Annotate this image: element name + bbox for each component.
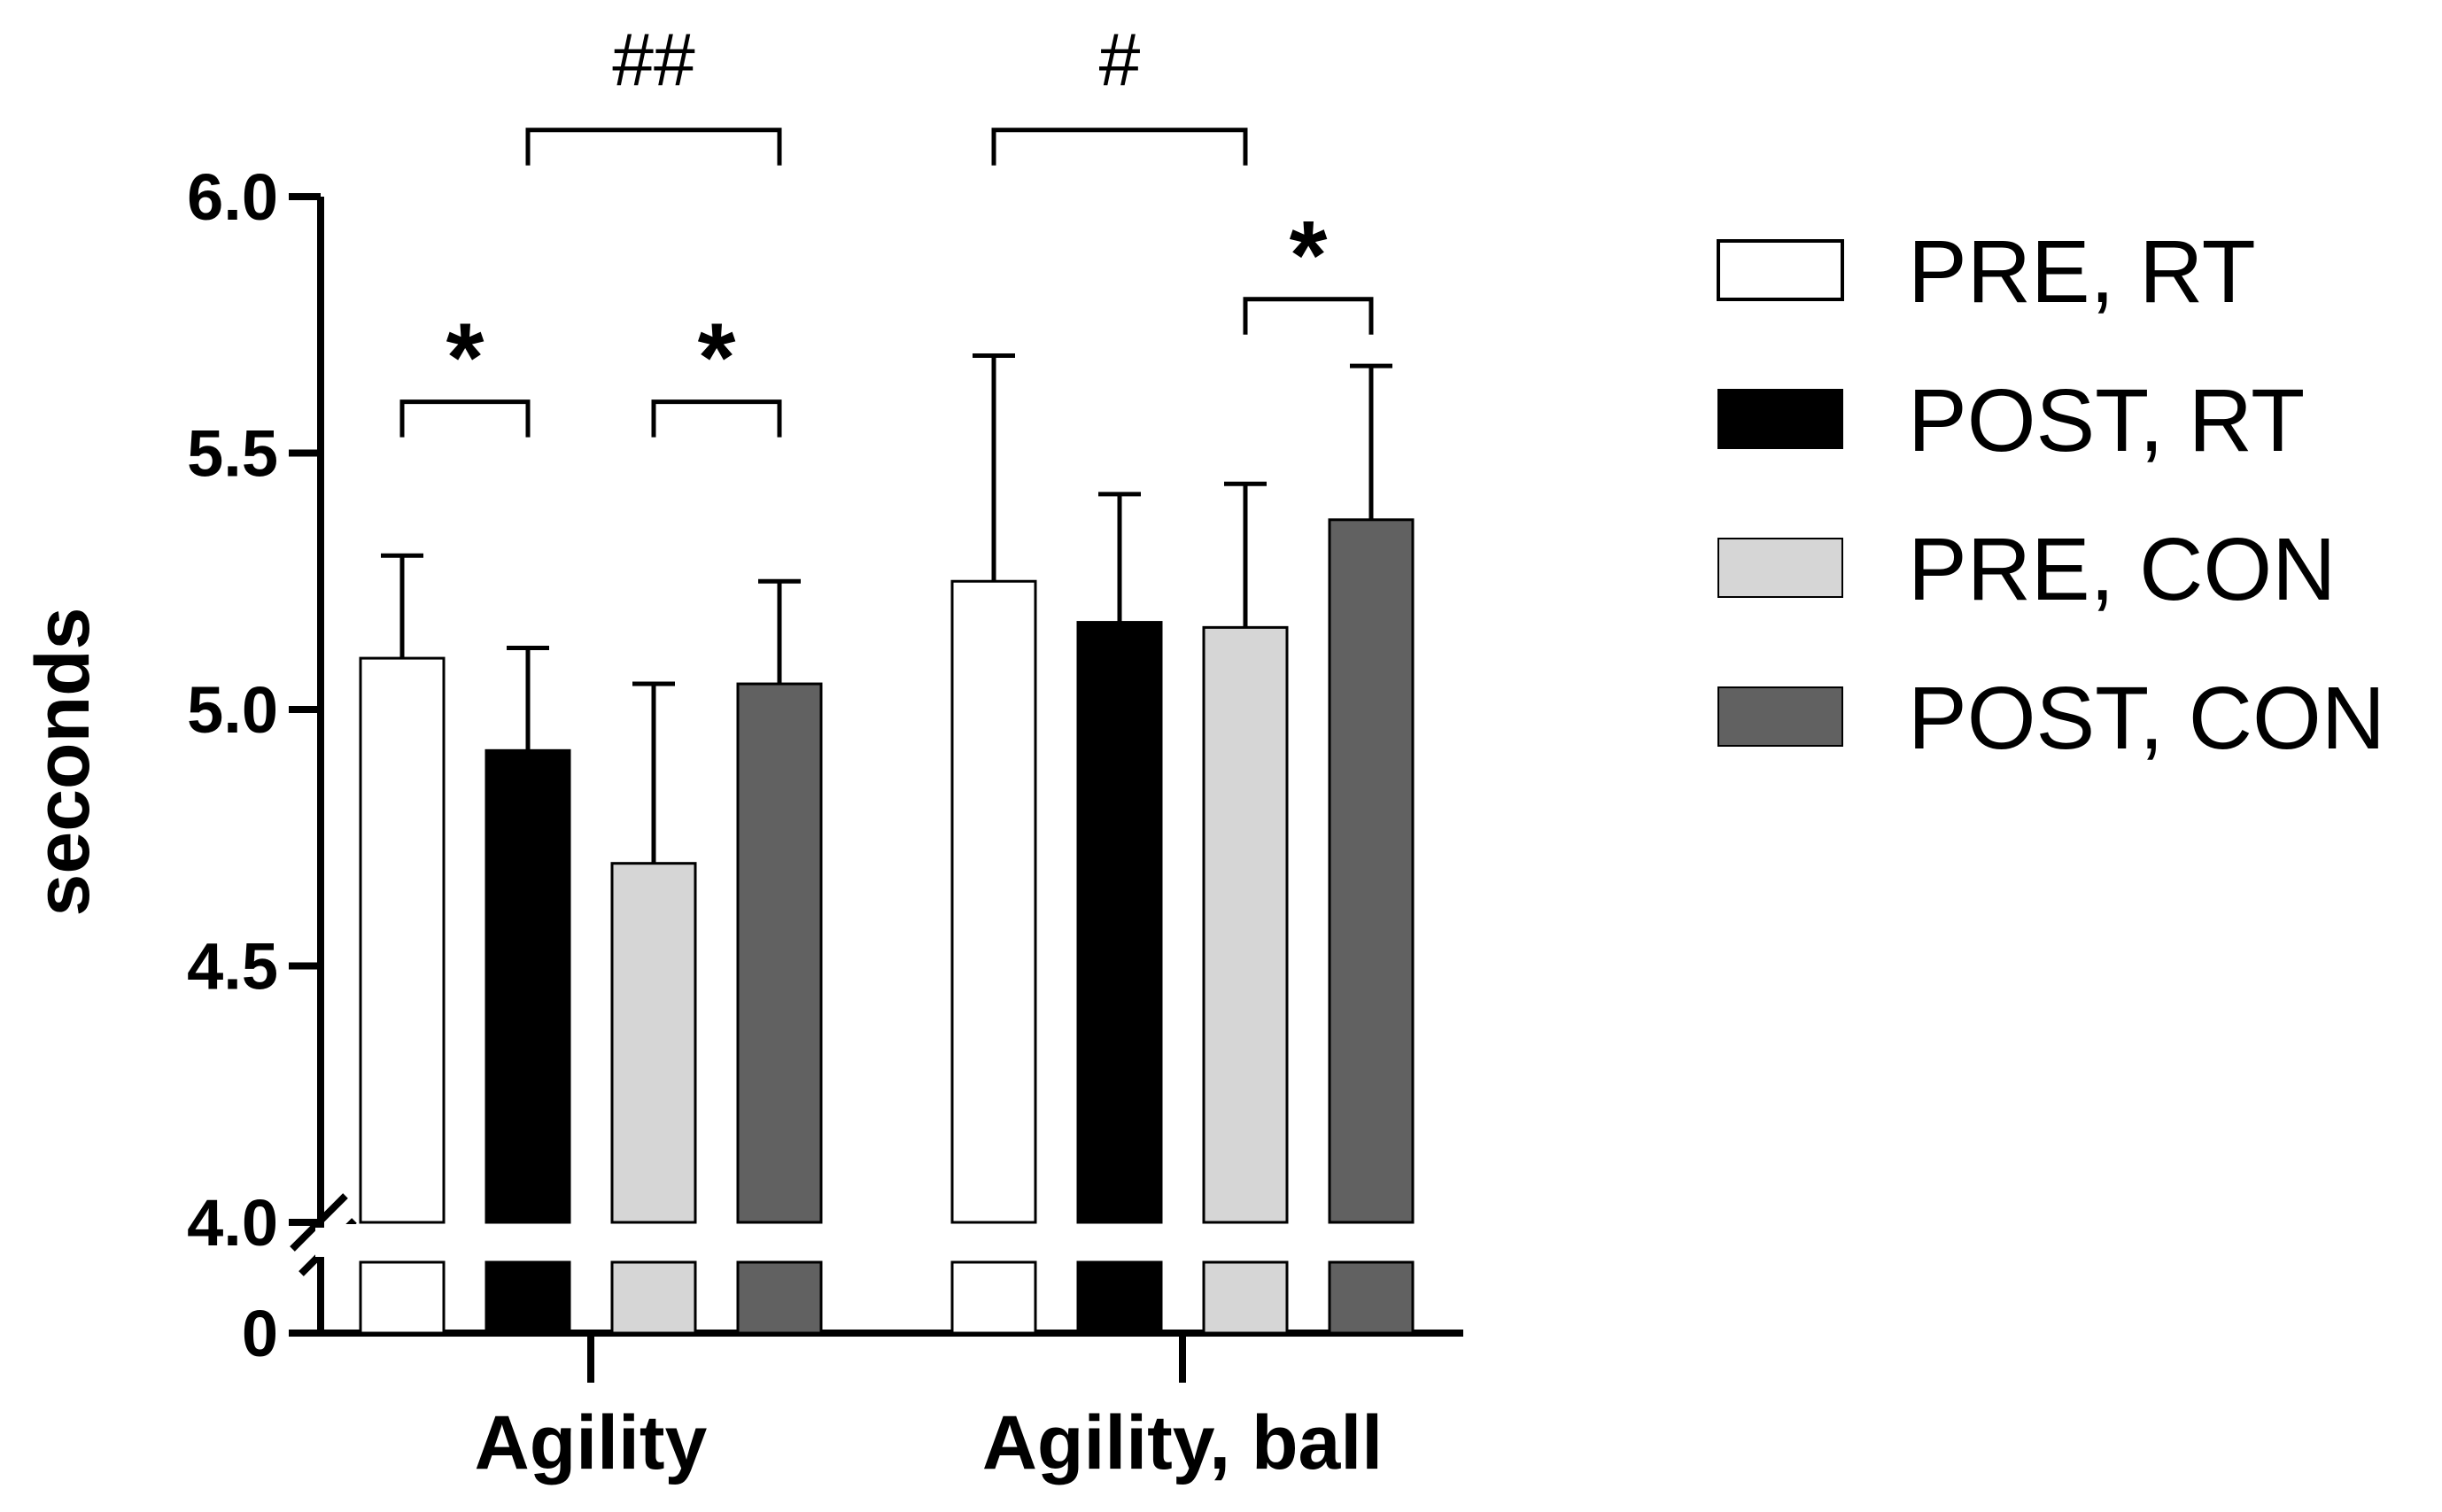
bar-base-0-2 bbox=[610, 1260, 697, 1335]
significance-bracket-3 bbox=[991, 128, 1248, 166]
y-tick-label: 4.0 bbox=[187, 1186, 278, 1260]
significance-bracket-2 bbox=[525, 128, 782, 166]
y-tick-label: 4.5 bbox=[187, 930, 278, 1004]
significance-bracket-1 bbox=[651, 399, 782, 438]
y-tick-label: 0 bbox=[242, 1297, 278, 1370]
axis-break-axis-gap bbox=[315, 1228, 326, 1257]
bar-1-1 bbox=[1076, 621, 1163, 1224]
legend-label: PRE, CON bbox=[1908, 520, 2336, 619]
bar-1-3 bbox=[1328, 518, 1415, 1224]
bar-base-0-0 bbox=[359, 1260, 446, 1335]
significance-label: * bbox=[698, 304, 736, 413]
bar-0-1 bbox=[485, 748, 571, 1224]
bar-0-2 bbox=[610, 862, 697, 1224]
bar-1-0 bbox=[950, 579, 1037, 1224]
y-tick-label: 5.5 bbox=[187, 417, 278, 491]
x-category-label: Agility, ball bbox=[982, 1400, 1383, 1485]
significance-label: * bbox=[446, 304, 485, 413]
legend-swatch-3 bbox=[1717, 686, 1843, 747]
significance-bracket-4 bbox=[1243, 297, 1374, 335]
significance-label: * bbox=[1290, 201, 1328, 310]
legend-label: POST, CON bbox=[1908, 669, 2385, 768]
bar-0-3 bbox=[736, 682, 823, 1224]
significance-label: # bbox=[1099, 19, 1141, 102]
y-tick-label: 5.0 bbox=[187, 673, 278, 747]
legend-swatch-0 bbox=[1717, 239, 1844, 301]
legend-swatch-2 bbox=[1717, 538, 1843, 598]
legend-swatch-1 bbox=[1717, 389, 1843, 449]
bar-1-2 bbox=[1202, 625, 1289, 1224]
axis-break-gap bbox=[324, 1224, 1467, 1260]
bar-base-0-1 bbox=[485, 1260, 571, 1335]
bar-base-1-0 bbox=[950, 1260, 1037, 1335]
y-axis-title: seconds bbox=[20, 608, 105, 917]
bar-base-1-3 bbox=[1328, 1260, 1415, 1335]
bar-0-0 bbox=[359, 656, 446, 1224]
bar-base-0-3 bbox=[736, 1260, 823, 1335]
significance-label: ## bbox=[612, 19, 695, 102]
legend-label: POST, RT bbox=[1908, 371, 2305, 470]
legend-label: PRE, RT bbox=[1908, 222, 2256, 322]
bar-base-1-2 bbox=[1202, 1260, 1289, 1335]
bar-base-1-1 bbox=[1076, 1260, 1163, 1335]
x-category-label: Agility bbox=[475, 1400, 708, 1485]
significance-bracket-0 bbox=[399, 399, 531, 438]
y-tick-label: 6.0 bbox=[187, 160, 278, 234]
